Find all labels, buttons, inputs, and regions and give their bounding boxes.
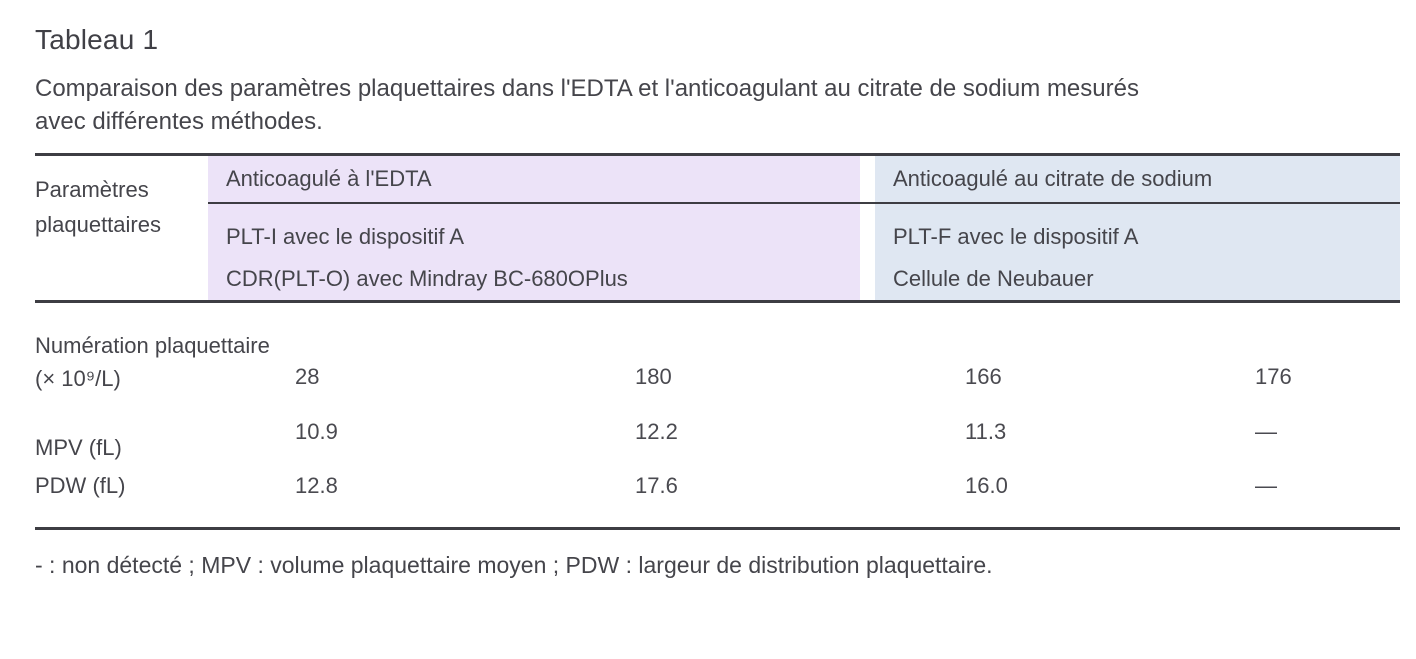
table-cell: 12.8 bbox=[295, 473, 338, 498]
caption-line-1: Comparaison des paramètres plaquettaires… bbox=[35, 75, 1139, 102]
table-caption: Comparaison des paramètres plaquettaires… bbox=[35, 72, 1400, 138]
column-gap bbox=[860, 156, 875, 202]
method-citrate-2: Cellule de Neubauer bbox=[893, 266, 1094, 291]
methods-edta: PLT-I avec le dispositif A CDR(PLT-O) av… bbox=[208, 204, 860, 300]
table-title: Tableau 1 bbox=[35, 24, 159, 55]
table-header: Paramètres plaquettaires Anticoagulé à l… bbox=[35, 153, 1400, 303]
table-cell: 11.3 bbox=[965, 419, 1007, 444]
method-edta-1: PLT-I avec le dispositif A bbox=[226, 224, 465, 249]
table-cell: 10.9 bbox=[295, 419, 338, 444]
table-cell: 17.6 bbox=[635, 473, 678, 498]
group-header-edta: Anticoagulé à l'EDTA bbox=[208, 156, 860, 202]
row-header-cell: Paramètres plaquettaires bbox=[35, 156, 208, 300]
header-columns: Anticoagulé à l'EDTA Anticoagulé au citr… bbox=[208, 156, 1400, 300]
method-header-row: PLT-I avec le dispositif A CDR(PLT-O) av… bbox=[208, 204, 1400, 300]
methods-citrate: PLT-F avec le dispositif A Cellule de Ne… bbox=[875, 204, 1400, 300]
table-cell: — bbox=[1255, 473, 1277, 498]
table-cell: 176 bbox=[1255, 364, 1292, 389]
method-edta-2: CDR(PLT-O) avec Mindray BC-680OPlus bbox=[226, 266, 628, 291]
row-label: MPV (fL) bbox=[35, 435, 122, 460]
caption-line-2: avec différentes méthodes. bbox=[35, 108, 323, 135]
column-gap bbox=[860, 204, 875, 300]
method-citrate-1: PLT-F avec le dispositif A bbox=[893, 224, 1139, 249]
group-header-citrate: Anticoagulé au citrate de sodium bbox=[875, 156, 1400, 202]
row-label: PDW (fL) bbox=[35, 473, 126, 498]
table-row-mpv: MPV (fL) 10.9 12.2 11.3 — bbox=[35, 419, 1400, 460]
table-cell: — bbox=[1255, 419, 1277, 444]
group-header-row: Anticoagulé à l'EDTA Anticoagulé au citr… bbox=[208, 156, 1400, 204]
table-row-pdw: PDW (fL) 12.8 17.6 16.0 — bbox=[35, 473, 1400, 499]
table-row-platelet-count: Numération plaquettaire (× 10⁹/L) 28 180… bbox=[35, 329, 1400, 395]
table-cell: 12.2 bbox=[635, 419, 678, 444]
comparison-table: Paramètres plaquettaires Anticoagulé à l… bbox=[35, 153, 1400, 579]
paper-table-figure: Tableau 1 Comparaison des paramètres pla… bbox=[35, 24, 1400, 579]
table-cell: 166 bbox=[965, 364, 1002, 389]
table-body: Numération plaquettaire (× 10⁹/L) 28 180… bbox=[35, 303, 1400, 530]
table-cell: 28 bbox=[295, 364, 320, 389]
row-label: Numération plaquettaire (× 10⁹/L) bbox=[35, 333, 270, 391]
table-cell: 180 bbox=[635, 364, 672, 389]
table-cell: 16.0 bbox=[965, 473, 1008, 498]
table-footnote: - : non détecté ; MPV : volume plaquetta… bbox=[35, 552, 993, 578]
